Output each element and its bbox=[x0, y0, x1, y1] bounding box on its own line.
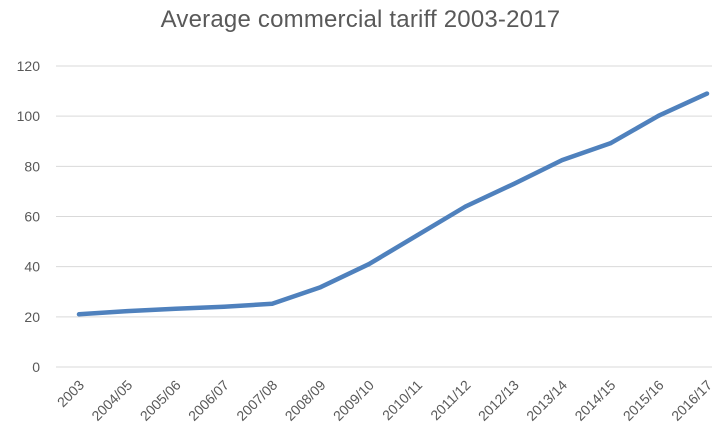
x-tick-label: 2012/13 bbox=[475, 377, 522, 424]
x-tick-label: 2015/16 bbox=[620, 377, 667, 424]
x-tick-label: 2005/06 bbox=[137, 377, 184, 424]
data-point bbox=[318, 285, 323, 290]
data-point bbox=[221, 304, 226, 309]
y-tick-label: 20 bbox=[24, 309, 40, 325]
y-axis-tick-labels: 0 20 40 60 80 100 120 bbox=[17, 58, 41, 375]
y-tick-label: 60 bbox=[24, 209, 40, 225]
y-tick-label: 80 bbox=[24, 158, 40, 174]
x-tick-label: 2008/09 bbox=[282, 377, 329, 424]
y-tick-label: 100 bbox=[17, 108, 41, 124]
x-axis-tick-labels: 2003 2004/05 2005/06 2006/07 2007/08 2008/09 2… bbox=[54, 377, 715, 424]
x-tick-label: 2007/08 bbox=[233, 377, 280, 424]
series-layer bbox=[76, 91, 710, 317]
series-line bbox=[76, 91, 710, 317]
data-point bbox=[173, 306, 178, 311]
chart-title: Average commercial tariff 2003-2017 bbox=[160, 6, 561, 33]
data-point bbox=[463, 204, 468, 209]
data-point bbox=[366, 262, 371, 267]
x-tick-label: 2003 bbox=[54, 377, 87, 410]
data-point bbox=[608, 141, 613, 146]
data-point bbox=[270, 301, 275, 306]
y-tick-label: 120 bbox=[17, 58, 41, 74]
x-tick-label: 2004/05 bbox=[88, 377, 135, 424]
y-tick-label: 0 bbox=[32, 359, 40, 375]
data-point bbox=[415, 233, 420, 238]
y-tick-label: 40 bbox=[24, 259, 40, 275]
x-tick-label: 2009/10 bbox=[330, 377, 377, 424]
x-tick-label: 2011/12 bbox=[427, 377, 474, 424]
x-tick-label: 2013/14 bbox=[523, 377, 570, 424]
x-tick-label: 2014/15 bbox=[571, 377, 618, 424]
x-tick-label: 2016/17 bbox=[668, 377, 715, 424]
data-point bbox=[511, 181, 516, 186]
data-point bbox=[705, 91, 709, 96]
data-point bbox=[125, 309, 130, 314]
data-point bbox=[656, 113, 661, 118]
gridlines bbox=[56, 65, 712, 368]
x-tick-label: 2010/11 bbox=[379, 377, 426, 424]
x-tick-label: 2006/07 bbox=[185, 377, 232, 424]
data-point bbox=[560, 158, 565, 163]
data-point bbox=[77, 312, 81, 317]
